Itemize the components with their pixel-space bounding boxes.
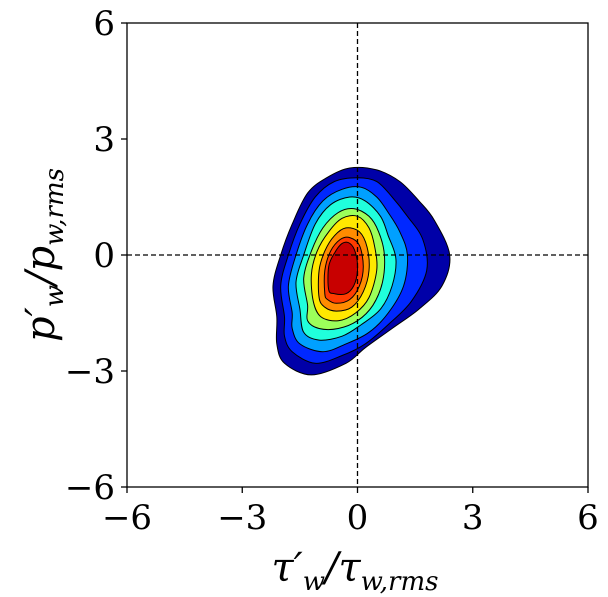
y-label-sub: w: [40, 285, 70, 307]
x-tick-label: −6: [102, 498, 152, 538]
y-tick-label: 3: [93, 120, 115, 160]
x-tick-label: 0: [347, 498, 369, 538]
y-tick-label: 0: [93, 236, 115, 276]
y-axis-label: p′w/pw,rms: [18, 168, 70, 342]
x-tick-label: 6: [577, 498, 599, 538]
x-label-slash: /: [321, 545, 342, 591]
y-label-denom-sub: w,rms: [40, 168, 70, 246]
reference-lines: [127, 23, 588, 487]
x-label-sub: w: [303, 567, 325, 597]
y-label-slash: /: [18, 268, 64, 289]
y-tick-label: −6: [65, 468, 115, 508]
y-tick-label: 6: [93, 4, 115, 44]
x-label-denom: τ: [338, 545, 361, 591]
x-label-main: τ′: [272, 545, 303, 591]
axis-ticks: −6 −3 0 3 6 −6 −3 0 3 6: [65, 4, 599, 538]
x-axis-label: τ′w/τw,rms: [272, 545, 439, 597]
x-tick-label: −3: [217, 498, 267, 538]
contour-fills: [272, 166, 451, 376]
y-label-denom: p: [18, 246, 64, 272]
x-label-denom-sub: w,rms: [361, 567, 439, 597]
y-tick-label: −3: [65, 352, 115, 392]
y-label-main: p′: [18, 307, 64, 342]
x-tick-label: 3: [462, 498, 484, 538]
